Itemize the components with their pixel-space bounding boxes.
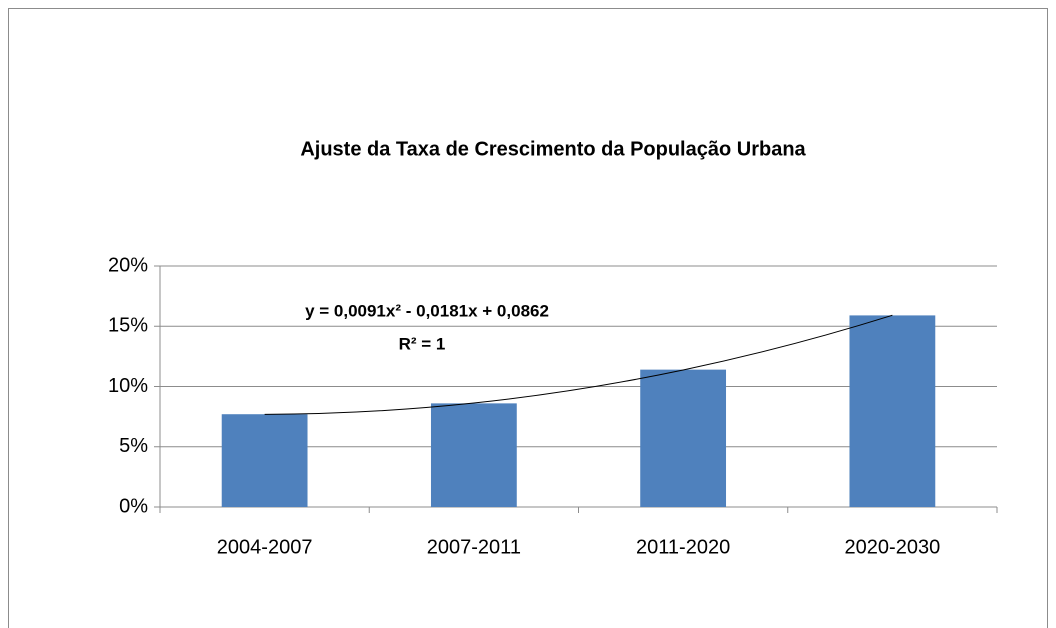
bar	[849, 315, 936, 507]
y-tick-label: 20%	[108, 254, 148, 276]
chart-title: Ajuste da Taxa de Crescimento da Populaç…	[300, 138, 806, 160]
bar	[221, 414, 308, 507]
y-tick-label: 10%	[108, 375, 148, 397]
trendline-equation: y = 0,0091x² - 0,0181x + 0,0862	[305, 301, 549, 320]
x-tick-label: 2004-2007	[217, 536, 313, 558]
y-tick-label: 15%	[108, 315, 148, 337]
r-squared: R² = 1	[399, 334, 446, 353]
y-tick-label: 0%	[119, 495, 148, 517]
bar	[430, 403, 517, 507]
x-tick-label: 2020-2030	[845, 536, 941, 558]
bar	[640, 369, 727, 507]
x-tick-label: 2007-2011	[427, 536, 521, 558]
y-tick-label: 5%	[119, 435, 148, 457]
trendline	[264, 314, 893, 415]
x-tick-label: 2011-2020	[636, 536, 730, 558]
